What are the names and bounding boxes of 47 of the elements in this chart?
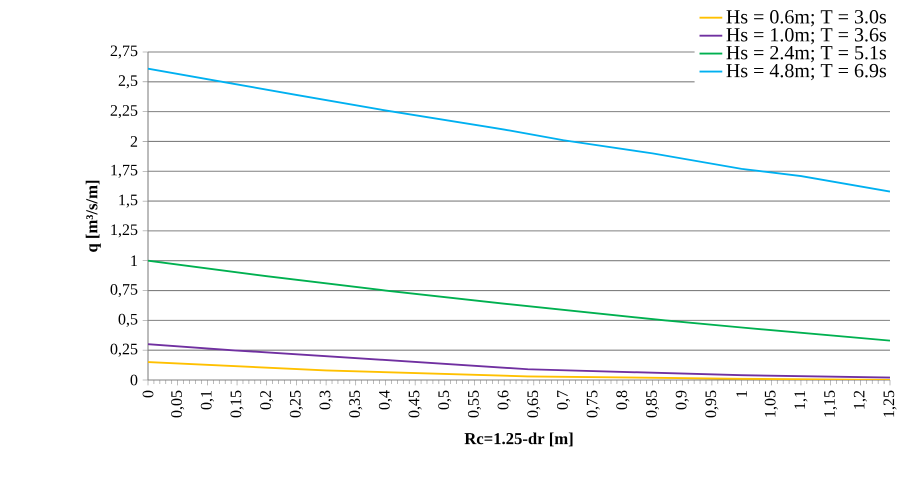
x-tick-label: 0,5 bbox=[438, 390, 452, 410]
x-tick-label: 0,65 bbox=[527, 390, 540, 418]
y-tick-label: 2 bbox=[130, 136, 138, 147]
x-tick-label: 0,55 bbox=[468, 390, 482, 418]
y-tick-label: 0 bbox=[130, 374, 138, 386]
y-tick-label: 0,25 bbox=[110, 344, 138, 357]
legend-label: Hs = 4.8m; T = 6.9s bbox=[726, 64, 886, 80]
y-tick-label: 1,5 bbox=[119, 194, 138, 208]
x-tick-label: 0,95 bbox=[705, 390, 718, 418]
x-tick-label: 1,25 bbox=[883, 390, 897, 417]
line-series bbox=[148, 361, 890, 380]
x-tick-label: 0,05 bbox=[171, 390, 184, 418]
x-tick-label: 0,15 bbox=[230, 390, 244, 418]
legend-label: Hs = 2.4m; T = 5.1s bbox=[726, 46, 886, 62]
x-tick-label: 0,4 bbox=[378, 390, 392, 410]
x-tick-label: 0,85 bbox=[646, 390, 660, 418]
x-tick-label: 0,45 bbox=[408, 390, 422, 418]
y-tick-label: 1 bbox=[131, 255, 138, 266]
y-axis-title: q [m³/s/m] bbox=[86, 180, 101, 252]
y-tick-label: 2,5 bbox=[118, 75, 138, 88]
x-tick-label: 0,25 bbox=[290, 390, 303, 418]
line-series bbox=[148, 260, 890, 342]
x-tick-label: 0,3 bbox=[320, 390, 333, 410]
x-tick-label: 0,8 bbox=[616, 390, 630, 410]
x-tick-label: 0,6 bbox=[498, 390, 511, 410]
x-tick-label: 1,1 bbox=[794, 390, 808, 409]
y-tick-label: 1,25 bbox=[111, 224, 138, 238]
y-tick-label: 0,5 bbox=[118, 314, 138, 327]
x-tick-label: 0,1 bbox=[200, 390, 214, 410]
legend-label: Hs = 1.0m; T = 3.6s bbox=[726, 28, 886, 44]
x-axis-title: Rc=1.25-dr [m] bbox=[464, 432, 572, 446]
y-tick-label: 1,75 bbox=[111, 164, 138, 178]
x-tick-label: 1,2 bbox=[854, 390, 867, 409]
x-tick-label: 0,35 bbox=[349, 390, 362, 418]
x-tick-label: 1,15 bbox=[824, 390, 838, 417]
x-tick-label: 0 bbox=[142, 390, 154, 398]
x-tick-label: 1,05 bbox=[764, 390, 778, 417]
y-tick-label: 2,75 bbox=[110, 45, 138, 59]
y-tick-label: 2,25 bbox=[110, 105, 138, 118]
x-tick-label: 0,9 bbox=[676, 390, 689, 410]
legend-label: Hs = 0.6m; T = 3.0s bbox=[726, 10, 886, 26]
x-tick-label: 0,7 bbox=[556, 390, 570, 410]
line-series bbox=[148, 343, 890, 379]
y-tick-label: 0,75 bbox=[110, 284, 138, 298]
x-tick-label: 0,2 bbox=[260, 390, 274, 410]
x-tick-label: 0,75 bbox=[586, 390, 600, 418]
x-tick-label: 1 bbox=[736, 390, 747, 397]
